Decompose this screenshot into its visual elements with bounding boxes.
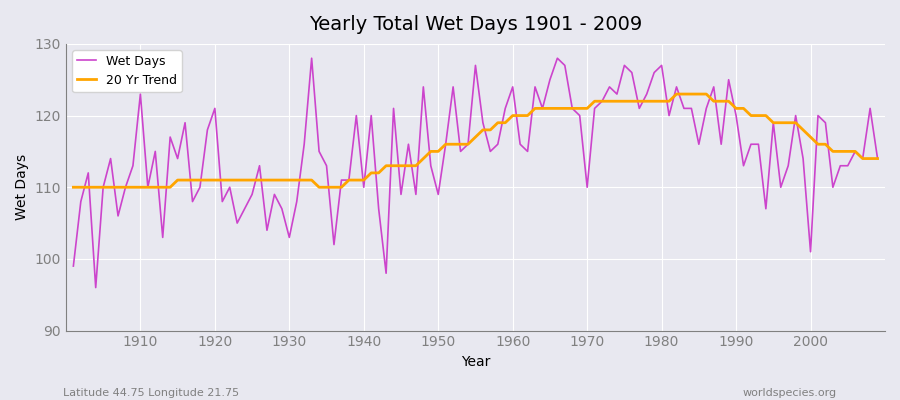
20 Yr Trend <box>128 185 139 190</box>
Wet Days <box>299 142 310 147</box>
Y-axis label: Wet Days: Wet Days <box>15 154 29 220</box>
20 Yr Trend <box>500 120 510 125</box>
20 Yr Trend <box>508 113 518 118</box>
Wet Days <box>872 156 883 161</box>
20 Yr Trend <box>872 156 883 161</box>
Wet Days <box>135 92 146 96</box>
Wet Days <box>306 56 317 61</box>
Wet Days <box>68 264 79 268</box>
20 Yr Trend <box>597 99 608 104</box>
Wet Days <box>351 113 362 118</box>
20 Yr Trend <box>671 92 682 96</box>
Wet Days <box>611 92 622 96</box>
Line: 20 Yr Trend: 20 Yr Trend <box>74 94 878 187</box>
Text: worldspecies.org: worldspecies.org <box>742 388 837 398</box>
Line: Wet Days: Wet Days <box>74 58 878 288</box>
20 Yr Trend <box>68 185 79 190</box>
Title: Yearly Total Wet Days 1901 - 2009: Yearly Total Wet Days 1901 - 2009 <box>309 15 642 34</box>
20 Yr Trend <box>292 178 302 182</box>
Wet Days <box>522 149 533 154</box>
20 Yr Trend <box>336 185 346 190</box>
Legend: Wet Days, 20 Yr Trend: Wet Days, 20 Yr Trend <box>72 50 182 92</box>
Text: Latitude 44.75 Longitude 21.75: Latitude 44.75 Longitude 21.75 <box>63 388 239 398</box>
Wet Days <box>515 142 526 147</box>
Wet Days <box>90 285 101 290</box>
X-axis label: Year: Year <box>461 355 491 369</box>
